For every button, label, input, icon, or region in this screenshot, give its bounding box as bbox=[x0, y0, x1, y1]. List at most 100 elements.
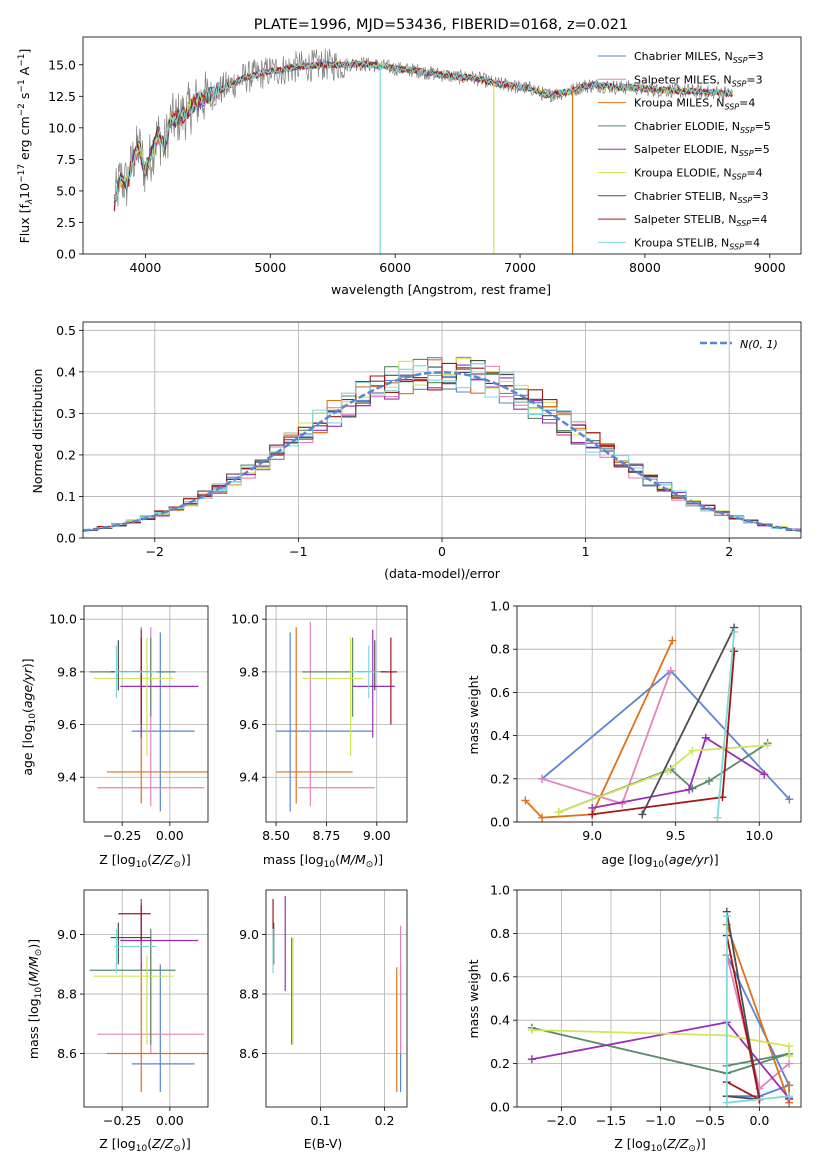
mass-weight-vs-age-panel: age [log10(age/yr)] mass weight 9.0 9.5 10… bbox=[466, 599, 802, 870]
x-tick-label: 0.00 bbox=[156, 828, 184, 843]
mass-weight-marker bbox=[538, 813, 547, 822]
mass-weight-marker bbox=[521, 796, 530, 805]
mass-weight-marker bbox=[785, 1092, 794, 1101]
legend-label: Kroupa MILES, NSSP=4 bbox=[634, 97, 755, 112]
plot-area bbox=[272, 895, 402, 1093]
plot-area bbox=[89, 898, 208, 1093]
legend-label: Kroupa STELIB, NSSP=4 bbox=[634, 236, 760, 251]
y-tick-label: 9.6 bbox=[239, 717, 259, 732]
spectrum-legend: Chabrier MILES, NSSP=3 Salpeter MILES, NS… bbox=[598, 50, 771, 251]
y-tick-label: 0.4 bbox=[490, 1013, 510, 1028]
axes-frame bbox=[265, 605, 408, 823]
grid-lines bbox=[517, 889, 801, 1108]
mass-weight-line bbox=[592, 651, 736, 816]
grid-lines bbox=[84, 606, 208, 822]
y-tick-label: 5.0 bbox=[56, 183, 76, 198]
mass-weight-marker bbox=[785, 1042, 794, 1051]
age-ylabel: age [log10(age/yr)] bbox=[20, 658, 38, 775]
mass-weight-marker bbox=[701, 733, 710, 742]
mass-weight-marker bbox=[668, 636, 677, 645]
mass-weight-marker bbox=[730, 627, 739, 636]
grid-lines bbox=[266, 606, 407, 822]
mass-weight-marker bbox=[722, 1098, 731, 1107]
histogram-ylabel: Normed distribution bbox=[30, 369, 45, 494]
grid-lines bbox=[84, 890, 208, 1107]
axes-frame bbox=[516, 889, 802, 1108]
x-tick-label: 0.2 bbox=[375, 1113, 395, 1128]
plot-area bbox=[276, 621, 397, 812]
mass-metallicity-xlabel: Z [log10(Z/Z⊙)] bbox=[99, 1136, 190, 1154]
axes-frame bbox=[83, 605, 209, 823]
y-tick-label: 9.8 bbox=[239, 664, 259, 679]
residual-histogram-panel: (data-model)/error Normed distribution N… bbox=[30, 321, 802, 581]
weight-metallicity-ylabel: mass weight bbox=[466, 959, 481, 1038]
weight-age-xlabel: age [log10(age/yr)] bbox=[601, 852, 718, 870]
y-tick-label: 0.0 bbox=[56, 531, 76, 546]
y-tick-label: 8.8 bbox=[57, 987, 77, 1002]
x-tick-label: 8.75 bbox=[313, 828, 341, 843]
x-tick-label: 5000 bbox=[254, 260, 286, 275]
legend-label: Chabrier STELIB, NSSP=3 bbox=[634, 190, 768, 205]
age-vs-metallicity-panel: Z [log10(Z/Z⊙)] age [log10(age/yr)] −0.2… bbox=[20, 605, 209, 870]
age-metallicity-xlabel: Z [log10(Z/Z⊙)] bbox=[99, 852, 190, 870]
mass-weight-line bbox=[725, 935, 761, 1102]
mass-weight-line bbox=[725, 924, 790, 1103]
y-tick-label: 0.0 bbox=[490, 1100, 510, 1115]
x-tick-label: 9.5 bbox=[666, 828, 686, 843]
mass-weight-line bbox=[541, 669, 790, 800]
x-tick-label: −1.5 bbox=[596, 1113, 626, 1128]
mass-weight-vs-metallicity-panel: Z [log10(Z/Z⊙)] mass weight −2.0 −1.5 −1.0… bbox=[466, 883, 802, 1154]
histogram-xlabel: (data-model)/error bbox=[384, 566, 501, 581]
y-tick-label: 9.6 bbox=[57, 717, 77, 732]
y-tick-label: 15.0 bbox=[48, 57, 76, 72]
mass-weight-marker bbox=[588, 810, 597, 819]
mass-weight-marker bbox=[705, 776, 714, 785]
mass-weight-line bbox=[558, 742, 769, 814]
x-tick-label: 0.0 bbox=[749, 1113, 769, 1128]
x-tick-label: −2 bbox=[146, 544, 164, 559]
mass-weight-marker bbox=[730, 647, 739, 656]
residual-histogram-step bbox=[83, 362, 801, 531]
axes-frame bbox=[83, 889, 209, 1108]
mass-weight-line bbox=[641, 627, 736, 815]
mass-weight-line bbox=[524, 640, 674, 819]
spectrum-title: PLATE=1996, MJD=53436, FIBERID=0168, z=0… bbox=[254, 17, 628, 33]
gaussian-legend-label: N(0, 1) bbox=[740, 338, 778, 351]
y-tick-label: 0.8 bbox=[490, 926, 510, 941]
mass-weight-marker bbox=[554, 808, 563, 817]
x-tick-label: −1.0 bbox=[645, 1113, 675, 1128]
legend-label: Salpeter ELODIE, NSSP=5 bbox=[634, 143, 770, 158]
x-tick-label: −0.5 bbox=[695, 1113, 725, 1128]
x-tick-label: −2.0 bbox=[546, 1113, 576, 1128]
y-tick-label: 0.4 bbox=[490, 728, 510, 743]
y-tick-label: 0.0 bbox=[490, 815, 510, 830]
y-tick-label: 9.4 bbox=[239, 770, 259, 785]
mass-weight-marker bbox=[713, 813, 722, 822]
x-tick-label: 9.00 bbox=[363, 828, 391, 843]
legend-label: Chabrier MILES, NSSP=3 bbox=[634, 50, 764, 65]
y-tick-label: 10.0 bbox=[231, 612, 259, 627]
mass-ylabel: mass [log10(M/M⊙)] bbox=[26, 939, 44, 1059]
mass-weight-marker bbox=[527, 1055, 536, 1064]
mass-weight-marker bbox=[760, 770, 769, 779]
x-tick-label: 9000 bbox=[754, 260, 786, 275]
y-tick-label: 12.5 bbox=[48, 89, 76, 104]
age-mass-xlabel: mass [log10(M/M⊙)] bbox=[263, 852, 383, 870]
mass-weight-marker bbox=[785, 1052, 794, 1061]
y-tick-label: 9.0 bbox=[239, 927, 259, 942]
grid-lines bbox=[517, 605, 801, 823]
y-tick-label: 8.8 bbox=[239, 987, 259, 1002]
y-tick-label: 10.0 bbox=[48, 120, 76, 135]
mass-weight-marker bbox=[688, 746, 697, 755]
spectrum-xlabel: wavelength [Angstrom, rest frame] bbox=[331, 282, 551, 297]
gaussian-reference-curve bbox=[83, 371, 801, 532]
y-tick-label: 9.8 bbox=[57, 664, 77, 679]
axes-frame bbox=[516, 605, 802, 823]
grid-lines bbox=[266, 890, 407, 1107]
legend-label: Kroupa ELODIE, NSSP=4 bbox=[634, 167, 763, 182]
mass-weight-marker bbox=[785, 1081, 794, 1090]
mass-weight-marker bbox=[666, 666, 675, 675]
mass-weight-marker bbox=[638, 810, 647, 819]
mass-weight-line bbox=[592, 736, 765, 809]
plot-area bbox=[527, 907, 794, 1107]
